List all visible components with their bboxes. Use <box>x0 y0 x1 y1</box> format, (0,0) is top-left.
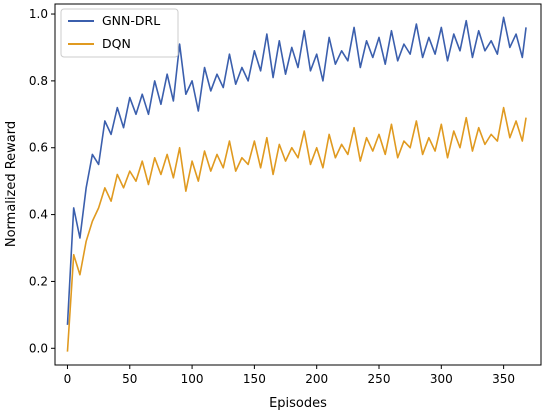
x-tick-label: 50 <box>122 372 137 386</box>
x-tick-label: 350 <box>492 372 515 386</box>
y-tick-label: 0.4 <box>29 208 48 222</box>
y-tick-label: 0.8 <box>29 74 48 88</box>
x-tick-label: 150 <box>243 372 266 386</box>
x-tick-label: 300 <box>430 372 453 386</box>
series-line-dqn <box>66 106 527 352</box>
y-tick-label: 0.0 <box>29 341 48 355</box>
y-tick-label: 1.0 <box>29 7 48 21</box>
x-tick-label: 0 <box>64 372 72 386</box>
y-axis-label: Normalized Reward <box>4 121 19 247</box>
x-tick-label: 100 <box>181 372 204 386</box>
legend-label-dqn: DQN <box>102 36 131 51</box>
y-tick-label: 0.2 <box>29 274 48 288</box>
y-tick-label: 0.6 <box>29 141 48 155</box>
x-tick-label: 200 <box>305 372 328 386</box>
legend-label-gnn-drl: GNN-DRL <box>102 13 160 28</box>
axes-frame <box>54 3 542 366</box>
plot-area <box>66 16 527 352</box>
y-axis-ticks: 0.0 0.2 0.4 0.6 0.8 1.0 <box>29 7 55 355</box>
x-axis-ticks: 0 50 100 150 200 250 300 350 <box>64 365 515 386</box>
x-axis-label: Episodes <box>269 396 327 411</box>
series-line-gnn-drl <box>66 16 527 325</box>
legend: GNN-DRL DQN <box>60 8 179 58</box>
x-tick-label: 250 <box>368 372 391 386</box>
